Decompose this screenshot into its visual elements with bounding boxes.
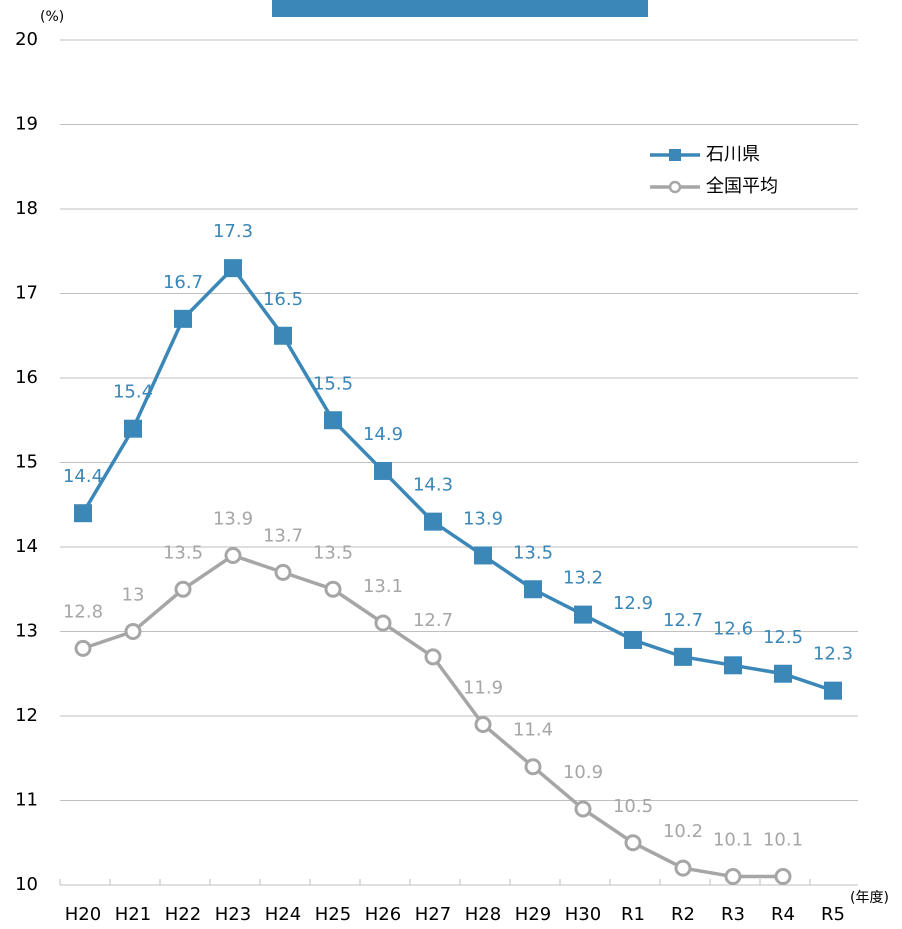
marker [624,630,642,649]
x-tick-label: H22 [165,904,201,925]
data-label: 13.1 [363,576,403,597]
y-tick-label: 18 [15,198,38,219]
x-tick-label: R4 [771,904,795,925]
y-tick-label: 14 [15,536,38,557]
marker [274,326,292,345]
x-tick-label: R2 [671,904,695,925]
data-label: 10.1 [763,830,803,851]
y-tick-label: 10 [15,874,38,895]
marker [524,580,542,599]
marker [474,715,492,733]
data-label: 13.7 [263,525,303,546]
data-label: 14.9 [363,424,403,445]
data-label: 12.5 [763,627,803,648]
x-unit-label: (年度) [850,890,889,906]
data-label: 10.5 [613,796,653,817]
y-tick-label: 16 [15,367,38,388]
marker [374,461,392,480]
marker [124,623,142,640]
data-label: 12.6 [713,618,753,639]
data-label: 15.4 [113,382,153,403]
x-tick-label: R3 [721,904,745,925]
data-label: 13 [122,585,145,606]
legend-label: 全国平均 [706,176,778,197]
marker [574,800,592,818]
y-tick-label: 12 [15,705,38,726]
data-label: 12.8 [63,601,103,622]
data-label: 12.3 [813,644,853,665]
marker [574,605,592,624]
series-line [81,265,834,693]
data-label: 10.2 [663,821,703,842]
data-label: 16.5 [263,289,303,310]
x-tick-label: H28 [465,904,501,925]
marker [774,868,792,886]
marker [674,859,692,877]
x-tick-label: H29 [515,904,551,925]
data-label: 17.3 [213,221,253,242]
marker [674,647,692,666]
data-label: 10.1 [713,830,753,851]
legend-label: 石川県 [706,144,760,165]
marker [774,664,792,683]
marker [274,563,292,581]
data-label: 16.7 [163,272,203,293]
x-tick-label: H20 [65,904,101,925]
data-label: 12.9 [613,593,653,614]
marker [424,512,442,531]
x-tick-label: R1 [621,904,645,925]
y-tick-label: 20 [15,29,38,50]
data-label: 13.5 [313,542,353,563]
x-tick-label: R5 [821,904,845,925]
x-tick-label: H21 [115,904,151,925]
y-tick-label: 11 [15,790,38,811]
legend-marker [669,149,681,161]
data-label: 10.9 [563,762,603,783]
marker [324,411,342,430]
data-label: 12.7 [663,610,703,631]
y-tick-label: 13 [15,621,38,642]
marker [224,546,242,564]
marker [74,639,92,657]
marker [824,681,842,700]
data-label: 11.9 [463,677,503,698]
marker [474,546,492,565]
marker [524,758,542,776]
x-tick-label: H30 [565,904,601,925]
marker [74,504,92,523]
y-tick-label: 19 [15,114,38,135]
marker [324,580,342,598]
x-tick-label: H23 [215,904,251,925]
data-label: 13.9 [213,508,253,529]
data-label: 11.4 [513,720,553,741]
data-label: 15.5 [313,373,353,394]
y-unit-label: (%) [40,9,64,25]
marker [624,834,642,852]
marker [424,648,442,666]
x-tick-label: H24 [265,904,301,925]
x-tick-label: H25 [315,904,351,925]
marker [124,419,142,438]
marker [174,580,192,598]
data-label: 14.4 [63,466,103,487]
marker [724,656,742,675]
data-label: 14.3 [413,475,453,496]
marker [374,614,392,632]
x-tick-label: H26 [365,904,401,925]
data-label: 13.5 [513,542,553,563]
x-tick-label: H27 [415,904,451,925]
y-tick-label: 15 [15,452,38,473]
marker [224,259,242,278]
legend-marker [668,180,682,194]
marker [174,309,192,328]
marker [724,868,742,886]
data-label: 12.7 [413,610,453,631]
title-box [272,0,648,17]
data-label: 13.5 [163,542,203,563]
y-tick-label: 17 [15,283,38,304]
data-label: 13.9 [463,508,503,529]
data-label: 13.2 [563,568,603,589]
